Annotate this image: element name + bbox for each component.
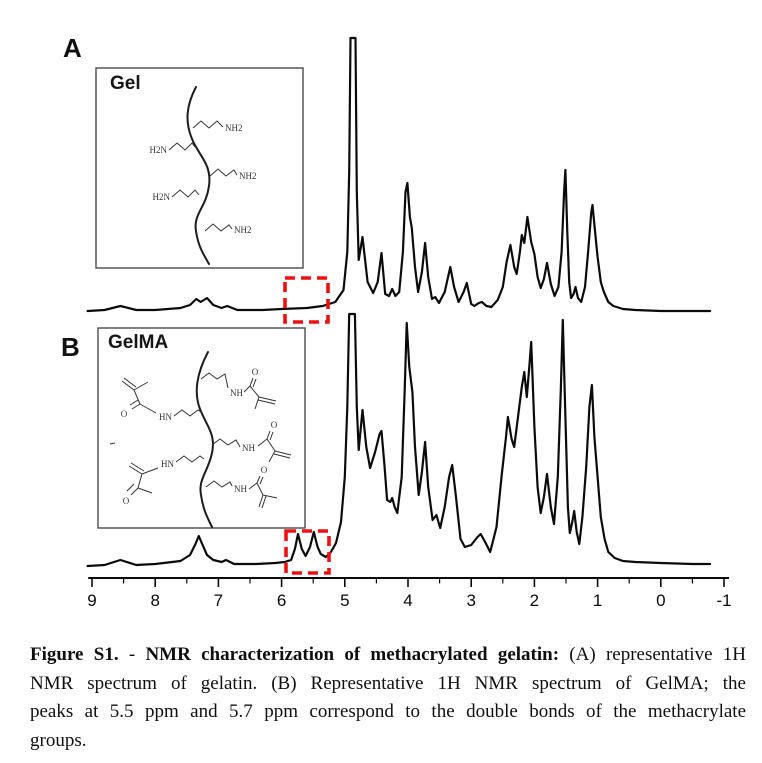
gelma-sidechain bbox=[211, 438, 241, 448]
gel-backbone bbox=[186, 86, 211, 265]
gelma-sidechain bbox=[205, 480, 233, 488]
inset-gel-border bbox=[95, 67, 304, 269]
nmr-figure: 9 8 7 6 5 4 3 2 1 0 -1 A B Gel NH2 H2N NH2 H2N NH2… bbox=[61, 33, 732, 610]
gelma-sidechain bbox=[175, 455, 205, 463]
figure-caption: Figure S1. - NMR characterization of met… bbox=[30, 641, 746, 755]
axis-tick-label: 6 bbox=[277, 591, 286, 610]
spectrum-b-trace bbox=[86, 312, 712, 568]
gel-nh2-label: NH2 bbox=[234, 225, 252, 235]
axis-tick-label: 2 bbox=[530, 591, 539, 610]
gel-sidechain bbox=[171, 189, 200, 198]
panel-b-letter: B bbox=[61, 332, 80, 362]
ppm-axis: 9 8 7 6 5 4 3 2 1 0 -1 bbox=[87, 577, 732, 610]
highlight-boxes bbox=[283, 276, 331, 575]
gelma-nh-label: NH bbox=[230, 388, 243, 398]
gelma-sidechain bbox=[200, 372, 229, 389]
axis-tick-label: 8 bbox=[150, 591, 159, 610]
gel-h2n-label: H2N bbox=[153, 192, 171, 202]
panel-a-letter: A bbox=[63, 33, 82, 63]
axis-tick-label: 0 bbox=[656, 591, 665, 610]
caption-bold-text: NMR characterization of methacrylated ge… bbox=[145, 644, 560, 665]
gelma-o-label: O bbox=[121, 409, 128, 419]
inset-artifact-mark bbox=[109, 442, 116, 445]
inset-gelma-title: GelMA bbox=[108, 332, 168, 353]
gel-sidechain bbox=[168, 142, 196, 151]
axis-tick-label: 7 bbox=[214, 591, 223, 610]
axis-tick-label: 5 bbox=[340, 591, 349, 610]
gel-sidechain bbox=[209, 168, 238, 177]
caption-line: Figure S1. - NMR characterization of met… bbox=[30, 641, 746, 670]
caption-bold-text: Figure S1. bbox=[30, 644, 119, 665]
gel-h2n-label: H2N bbox=[150, 145, 168, 155]
caption-line: peaks at 5.5 ppm and 5.7 ppm correspond … bbox=[30, 698, 746, 727]
gelma-hn-label: HN bbox=[161, 459, 174, 469]
gel-nh2-label: NH2 bbox=[225, 123, 243, 133]
inset-gel: Gel NH2 H2N NH2 H2N NH2 bbox=[95, 67, 304, 269]
gelma-o-label: O bbox=[271, 420, 278, 430]
caption-text: peaks at 5.5 ppm and 5.7 ppm correspond … bbox=[30, 701, 746, 722]
gelma-o-label: O bbox=[252, 367, 259, 377]
methacrylate-group bbox=[243, 377, 277, 410]
highlight-box-a bbox=[283, 276, 330, 324]
gelma-o-label: O bbox=[261, 465, 268, 475]
gel-sidechain bbox=[204, 223, 233, 232]
gelma-hn-label: HN bbox=[159, 412, 172, 422]
axis-tick-label: 4 bbox=[403, 591, 412, 610]
gel-sidechain bbox=[192, 120, 224, 129]
methacrylate-group bbox=[121, 377, 157, 414]
gelma-nh-label: NH bbox=[242, 443, 255, 453]
axis-tick-label: 3 bbox=[466, 591, 475, 610]
gelma-backbone bbox=[195, 351, 214, 528]
caption-text: NMR spectrum of gelatin. (B) Representat… bbox=[30, 672, 746, 694]
gel-nh2-label: NH2 bbox=[239, 171, 257, 181]
axis-tick-label: 9 bbox=[87, 591, 96, 610]
highlight-box-b bbox=[284, 529, 331, 575]
gelma-o-label: O bbox=[123, 496, 130, 506]
caption-line: groups. bbox=[30, 727, 746, 756]
methacrylate-group bbox=[126, 462, 159, 496]
inset-gelma: GelMA NH O HN O NH O HN O NH bbox=[97, 327, 306, 529]
caption-text: groups. bbox=[30, 729, 87, 751]
axis-tick-label: 1 bbox=[593, 591, 602, 610]
caption-text: - bbox=[118, 644, 146, 665]
gelma-sidechain bbox=[173, 409, 202, 417]
methacrylate-group bbox=[257, 430, 292, 463]
caption-text: (A) representative 1H bbox=[559, 644, 746, 665]
axis-tick-label: -1 bbox=[716, 591, 731, 610]
gelma-nh-label: NH bbox=[234, 484, 247, 494]
caption-line: NMR spectrum of gelatin. (B) Representat… bbox=[30, 670, 746, 699]
inset-gel-title: Gel bbox=[110, 73, 141, 94]
methacrylate-group bbox=[248, 475, 278, 509]
